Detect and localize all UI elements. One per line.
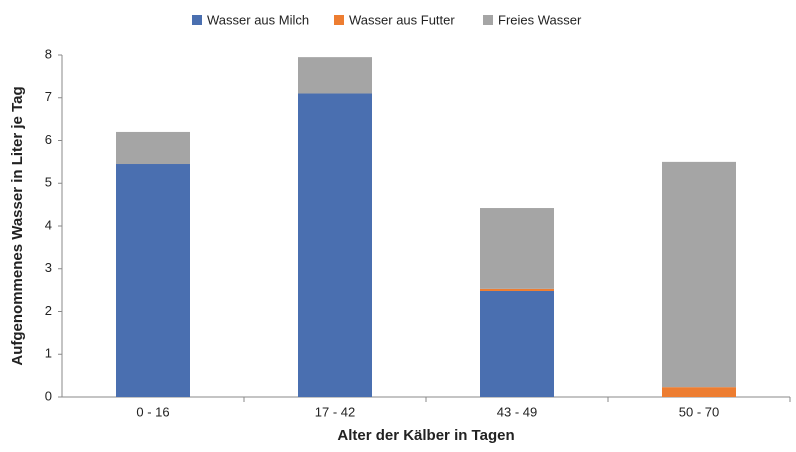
legend-swatch: [334, 15, 344, 25]
bar-segment: [116, 164, 190, 397]
y-tick-label: 3: [45, 260, 52, 275]
y-tick-label: 1: [45, 346, 52, 361]
x-axis-title: Alter der Kälber in Tagen: [337, 427, 514, 444]
bar-segment: [480, 290, 554, 397]
y-axis-title: Aufgenommenes Wasser in Liter je Tag: [9, 86, 26, 365]
legend-label: Freies Wasser: [498, 12, 582, 27]
bar-segment: [480, 208, 554, 289]
y-tick-label: 6: [45, 132, 52, 147]
y-tick-label: 7: [45, 89, 52, 104]
legend-swatch: [483, 15, 493, 25]
bar-segment: [480, 288, 554, 291]
legend-label: Wasser aus Milch: [207, 12, 309, 27]
bar-segment: [116, 131, 190, 165]
bar-segment: [298, 57, 372, 94]
bar-segment: [662, 387, 736, 397]
x-tick-label: 43 - 49: [497, 404, 537, 419]
legend-swatch: [192, 15, 202, 25]
y-tick-label: 5: [45, 175, 52, 190]
legend-label: Wasser aus Futter: [349, 12, 455, 27]
y-tick-label: 4: [45, 217, 52, 232]
y-tick-label: 2: [45, 303, 52, 318]
bar-segment: [662, 161, 736, 388]
x-tick-label: 50 - 70: [679, 404, 719, 419]
bar-segment: [298, 93, 372, 397]
x-tick-label: 17 - 42: [315, 404, 355, 419]
x-tick-label: 0 - 16: [136, 404, 169, 419]
y-tick-label: 0: [45, 388, 52, 403]
y-tick-label: 8: [45, 46, 52, 61]
